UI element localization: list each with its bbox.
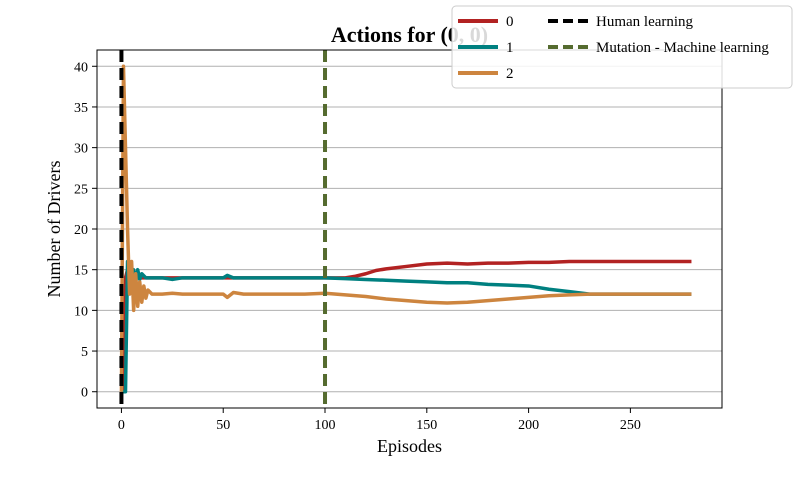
legend-box	[451, 5, 793, 89]
y-tick-label: 10	[74, 304, 88, 319]
y-tick-label: 5	[81, 345, 88, 360]
legend: 0 1 2 Human learning Mutation - Machine lear…	[451, 5, 793, 89]
legend-label: 2	[506, 66, 514, 82]
y-tick-label: 0	[81, 386, 88, 401]
x-tick-label: 150	[416, 418, 437, 433]
legend-label: Mutation - Machine learning	[596, 40, 769, 56]
legend-label: 1	[506, 40, 514, 56]
y-tick-label: 35	[74, 101, 88, 116]
x-tick-label: 50	[216, 418, 230, 433]
y-axis-ticks: 0 5 10 15 20 25 30 35 40	[74, 60, 97, 401]
legend-label: 0	[506, 14, 514, 30]
x-tick-label: 100	[315, 418, 336, 433]
series-line-2	[119, 64, 692, 392]
x-tick-label: 200	[518, 418, 539, 433]
x-axis-label: Episodes	[377, 436, 442, 456]
y-tick-label: 20	[74, 223, 88, 238]
grid-lines	[97, 65, 722, 393]
x-tick-label: 250	[620, 418, 641, 433]
y-tick-label: 15	[74, 264, 88, 279]
data-series	[119, 64, 692, 394]
x-axis-ticks: 0 50 100 150 200 250	[118, 408, 641, 433]
legend-label: Human learning	[596, 14, 694, 30]
y-axis-label: Number of Drivers	[44, 161, 64, 298]
y-tick-label: 40	[74, 60, 88, 75]
x-tick-label: 0	[118, 418, 125, 433]
y-tick-label: 25	[74, 182, 88, 197]
series-line-1	[121, 259, 692, 394]
y-tick-label: 30	[74, 142, 88, 157]
